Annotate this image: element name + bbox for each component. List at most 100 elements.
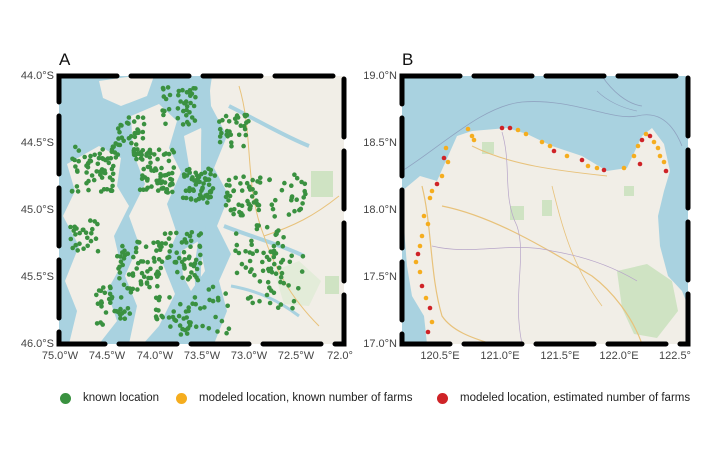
farm-point-known (187, 233, 193, 239)
farm-point-known (282, 180, 287, 186)
farm-point-known (73, 232, 78, 237)
farm-point-known (215, 295, 221, 301)
farm-point-known (296, 286, 301, 291)
farm-point-known (236, 250, 242, 256)
farm-point-known (77, 241, 82, 246)
farm-point-known (101, 285, 106, 290)
farm-point-known (176, 313, 182, 319)
farm-point-known (267, 177, 272, 183)
farm-point-known (271, 243, 277, 249)
farm-point-modeled-estimated (551, 148, 557, 154)
farm-point-known (108, 188, 114, 193)
farm-point-known (184, 331, 190, 336)
farm-point-known (203, 177, 209, 183)
farm-point-known (122, 316, 128, 321)
farm-point-known (253, 190, 258, 196)
farm-point-known (163, 96, 169, 102)
farm-point-known (132, 134, 138, 140)
farm-point-known (260, 268, 266, 274)
farm-point-known (166, 236, 172, 241)
farm-point-known (149, 168, 154, 173)
farm-point-known (156, 308, 161, 313)
farm-point-known (111, 163, 116, 169)
farm-point-known (132, 130, 137, 136)
farm-point-known (70, 245, 75, 251)
panel-a-map[interactable] (56, 73, 347, 347)
farm-point-known (89, 231, 94, 236)
farm-point-known (223, 113, 229, 119)
farm-point-known (281, 235, 286, 240)
farm-point-known (226, 177, 232, 183)
farm-point-known (135, 147, 140, 152)
farm-point-known (85, 243, 90, 249)
y-tick-label: 44.5°S (20, 137, 54, 149)
farm-point-known (239, 261, 245, 267)
farm-point-known (163, 241, 168, 246)
farm-point-known (301, 195, 306, 200)
x-tick-label: 74.0°W (136, 350, 174, 362)
farm-point-known (184, 104, 190, 109)
farm-point-known (169, 177, 175, 183)
x-tick-label: 72.5°W (277, 350, 315, 362)
farm-point-known (247, 205, 253, 211)
farm-point-known (102, 168, 107, 173)
farm-point-modeled-known (523, 131, 529, 137)
farm-point-known (107, 175, 113, 180)
farm-point-known (191, 188, 196, 193)
panel-b-map[interactable] (399, 73, 691, 347)
farm-point-known (73, 164, 78, 169)
farm-point-known (128, 290, 134, 295)
farm-point-known (243, 132, 249, 138)
farm-point-modeled-known (429, 319, 435, 325)
farm-point-known (286, 283, 291, 288)
farm-point-known (184, 107, 189, 113)
farm-point-known (226, 326, 232, 331)
x-tick-label: 73.5°W (183, 350, 221, 362)
farm-point-known (75, 248, 80, 253)
farm-point-known (175, 269, 180, 275)
farm-point-known (125, 306, 131, 311)
farm-point-known (208, 171, 213, 177)
y-tick-label: 45.0°S (20, 204, 54, 216)
farm-point-known (268, 288, 274, 293)
farm-point-modeled-estimated (579, 157, 585, 163)
farm-point-known (118, 306, 123, 312)
farm-point-known (137, 187, 143, 192)
legend-label: modeled location, estimated number of fa… (460, 392, 691, 404)
farm-point-known (135, 260, 141, 266)
farm-point-known (175, 106, 181, 111)
farm-point-known (184, 113, 189, 118)
y-tick-label: 19.0°N (363, 70, 397, 82)
farm-point-known (148, 266, 153, 272)
farm-point-known (155, 156, 160, 162)
farm-point-known (186, 305, 191, 310)
farm-point-known (147, 155, 153, 160)
farm-point-known (69, 188, 75, 194)
farm-point-known (145, 164, 151, 170)
farm-point-known (289, 183, 294, 188)
farm-point-modeled-known (594, 165, 600, 171)
farm-point-known (81, 246, 86, 251)
farm-point-known (181, 316, 186, 321)
farm-point-known (187, 90, 193, 96)
farm-point-known (193, 301, 198, 307)
farm-point-known (126, 115, 132, 120)
farm-point-known (233, 248, 238, 253)
farm-point-known (232, 207, 237, 212)
farm-point-known (154, 316, 160, 322)
farm-point-known (279, 270, 285, 276)
farm-point-modeled-known (427, 195, 433, 201)
farm-point-known (131, 147, 137, 152)
panel-a-points (68, 85, 308, 337)
farm-point-known (152, 259, 157, 264)
farm-point-known (166, 315, 172, 320)
farm-point-known (73, 144, 78, 150)
farm-point-known (225, 303, 230, 309)
farm-point-known (127, 286, 133, 291)
farm-point-known (182, 101, 187, 106)
farm-point-known (210, 298, 216, 304)
farm-point-known (183, 188, 189, 193)
farm-point-known (254, 226, 260, 232)
farm-point-known (271, 250, 277, 256)
farm-point-known (224, 132, 229, 137)
